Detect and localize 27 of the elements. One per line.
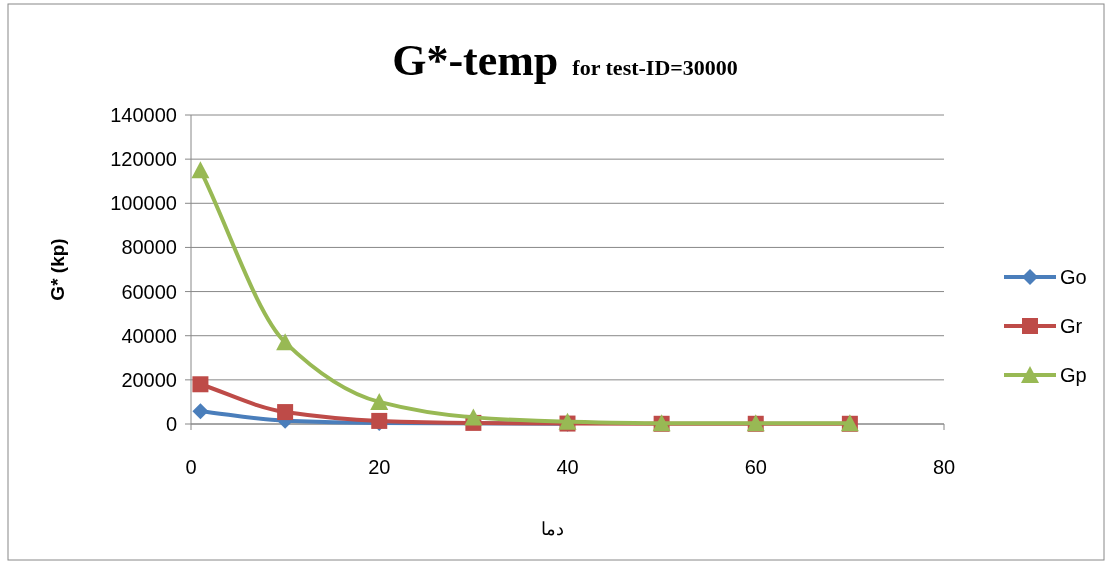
legend-label: Go: [1060, 266, 1087, 288]
y-tick-label: 60000: [121, 280, 177, 303]
y-tick-label: 100000: [110, 192, 177, 215]
chart-subtitle: for test-ID=30000: [572, 55, 738, 80]
x-tick-label: 0: [185, 456, 197, 478]
point: [464, 408, 483, 426]
point: [191, 161, 210, 179]
x-axis-title: دما: [540, 519, 564, 539]
point: [192, 403, 209, 420]
x-tick-label: 60: [744, 456, 767, 478]
y-tick-label: 80000: [121, 236, 177, 259]
legend-label: Gr: [1060, 315, 1083, 337]
x-tick-label: 20: [368, 456, 391, 478]
y-tick-label: 140000: [110, 104, 177, 126]
legend-label: Gp: [1060, 364, 1087, 386]
x-tick-label: 40: [556, 456, 579, 478]
y-tick-label: 120000: [110, 148, 177, 171]
point: [192, 376, 209, 393]
point: [277, 404, 294, 421]
x-tick-label: 80: [932, 456, 956, 478]
point: [276, 333, 295, 351]
chart-title: G*-temp: [392, 36, 559, 85]
y-tick-label: 0: [165, 413, 177, 435]
point: [370, 392, 389, 410]
y-tick-label: 40000: [121, 324, 177, 347]
y-tick-label: 20000: [121, 368, 177, 391]
y-axis-title: G* (kp): [47, 238, 68, 301]
